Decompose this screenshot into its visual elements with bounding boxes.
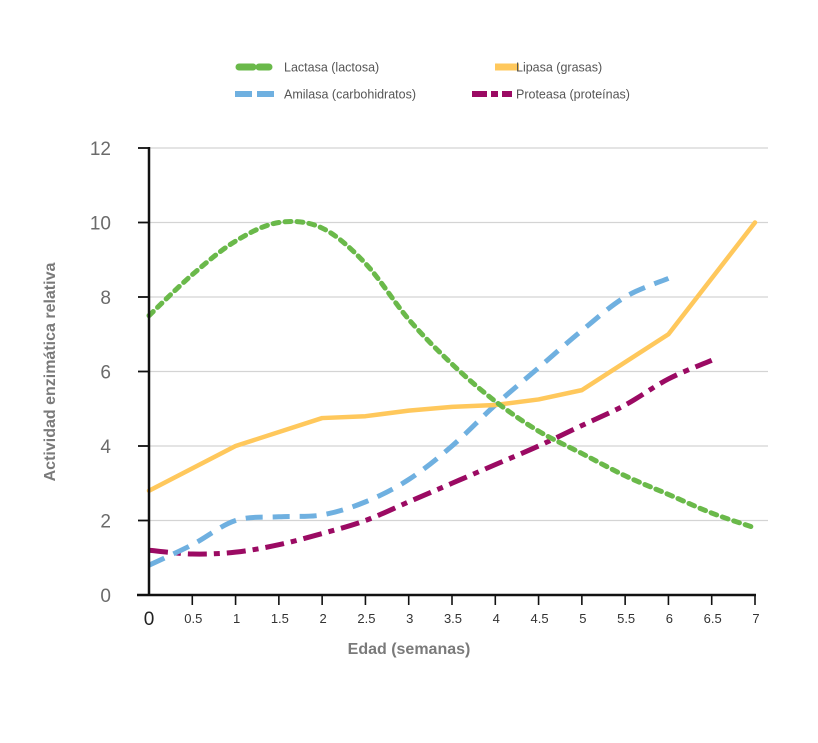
y-axis-title: Actividad enzimática relativa	[42, 263, 59, 482]
legend-label: Amilasa (carbohidratos)	[284, 88, 416, 102]
series-line-amilasa	[147, 276, 670, 568]
series-layer	[146, 218, 758, 568]
legend-label: Proteasa (proteínas)	[516, 88, 630, 102]
legend: Lactasa (lactosa) Lipasa (grasas) Amilasa …	[235, 61, 630, 102]
y-tick-label: 4	[100, 437, 111, 458]
y-ticks: 0 2 4 6 8 10 12	[90, 139, 149, 607]
x-tick-label: 3.5	[444, 611, 462, 626]
x-tick-label: 2.5	[357, 611, 375, 626]
legend-label: Lipasa (grasas)	[516, 61, 602, 75]
series-line-lactasa	[146, 218, 758, 531]
gridlines	[149, 147, 768, 522]
y-tick-label: 6	[100, 363, 111, 384]
x-tick-label: 4	[493, 611, 500, 626]
y-tick-label: 8	[100, 288, 111, 309]
legend-item: Lipasa (grasas)	[495, 61, 602, 75]
y-tick-label: 10	[90, 214, 111, 235]
x-tick-label: 1.5	[271, 611, 289, 626]
legend-item: Proteasa (proteínas)	[472, 88, 630, 102]
x-tick-label: 4.5	[531, 611, 549, 626]
x-tick-label: 5.5	[617, 611, 635, 626]
legend-label: Lactasa (lactosa)	[284, 61, 379, 75]
x-tick-label: 3	[406, 611, 413, 626]
legend-item: Amilasa (carbohidratos)	[235, 88, 416, 102]
x-tick-label: 0.5	[184, 611, 202, 626]
x-tick-label: 2	[320, 611, 327, 626]
x-tick-label: 6	[666, 611, 673, 626]
y-tick-label: 0	[100, 586, 111, 607]
legend-item: Lactasa (lactosa)	[235, 61, 379, 75]
x-tick-label: 5	[579, 611, 586, 626]
x-tick-label: 7	[752, 611, 759, 626]
series-line-proteasa	[148, 358, 713, 557]
x-tick-label: 6.5	[704, 611, 722, 626]
y-tick-label: 2	[100, 512, 111, 533]
x-tick-label: 0	[144, 609, 155, 630]
series-line-lipasa	[146, 220, 758, 493]
x-ticks: 0 0.5 1 1.5 2 2.5 3 3.5 4 4.5 5 5.5 6 6.5 7	[144, 595, 760, 630]
x-axis-title: Edad (semanas)	[348, 641, 471, 658]
x-tick-label: 1	[233, 611, 240, 626]
y-tick-label: 12	[90, 139, 111, 160]
